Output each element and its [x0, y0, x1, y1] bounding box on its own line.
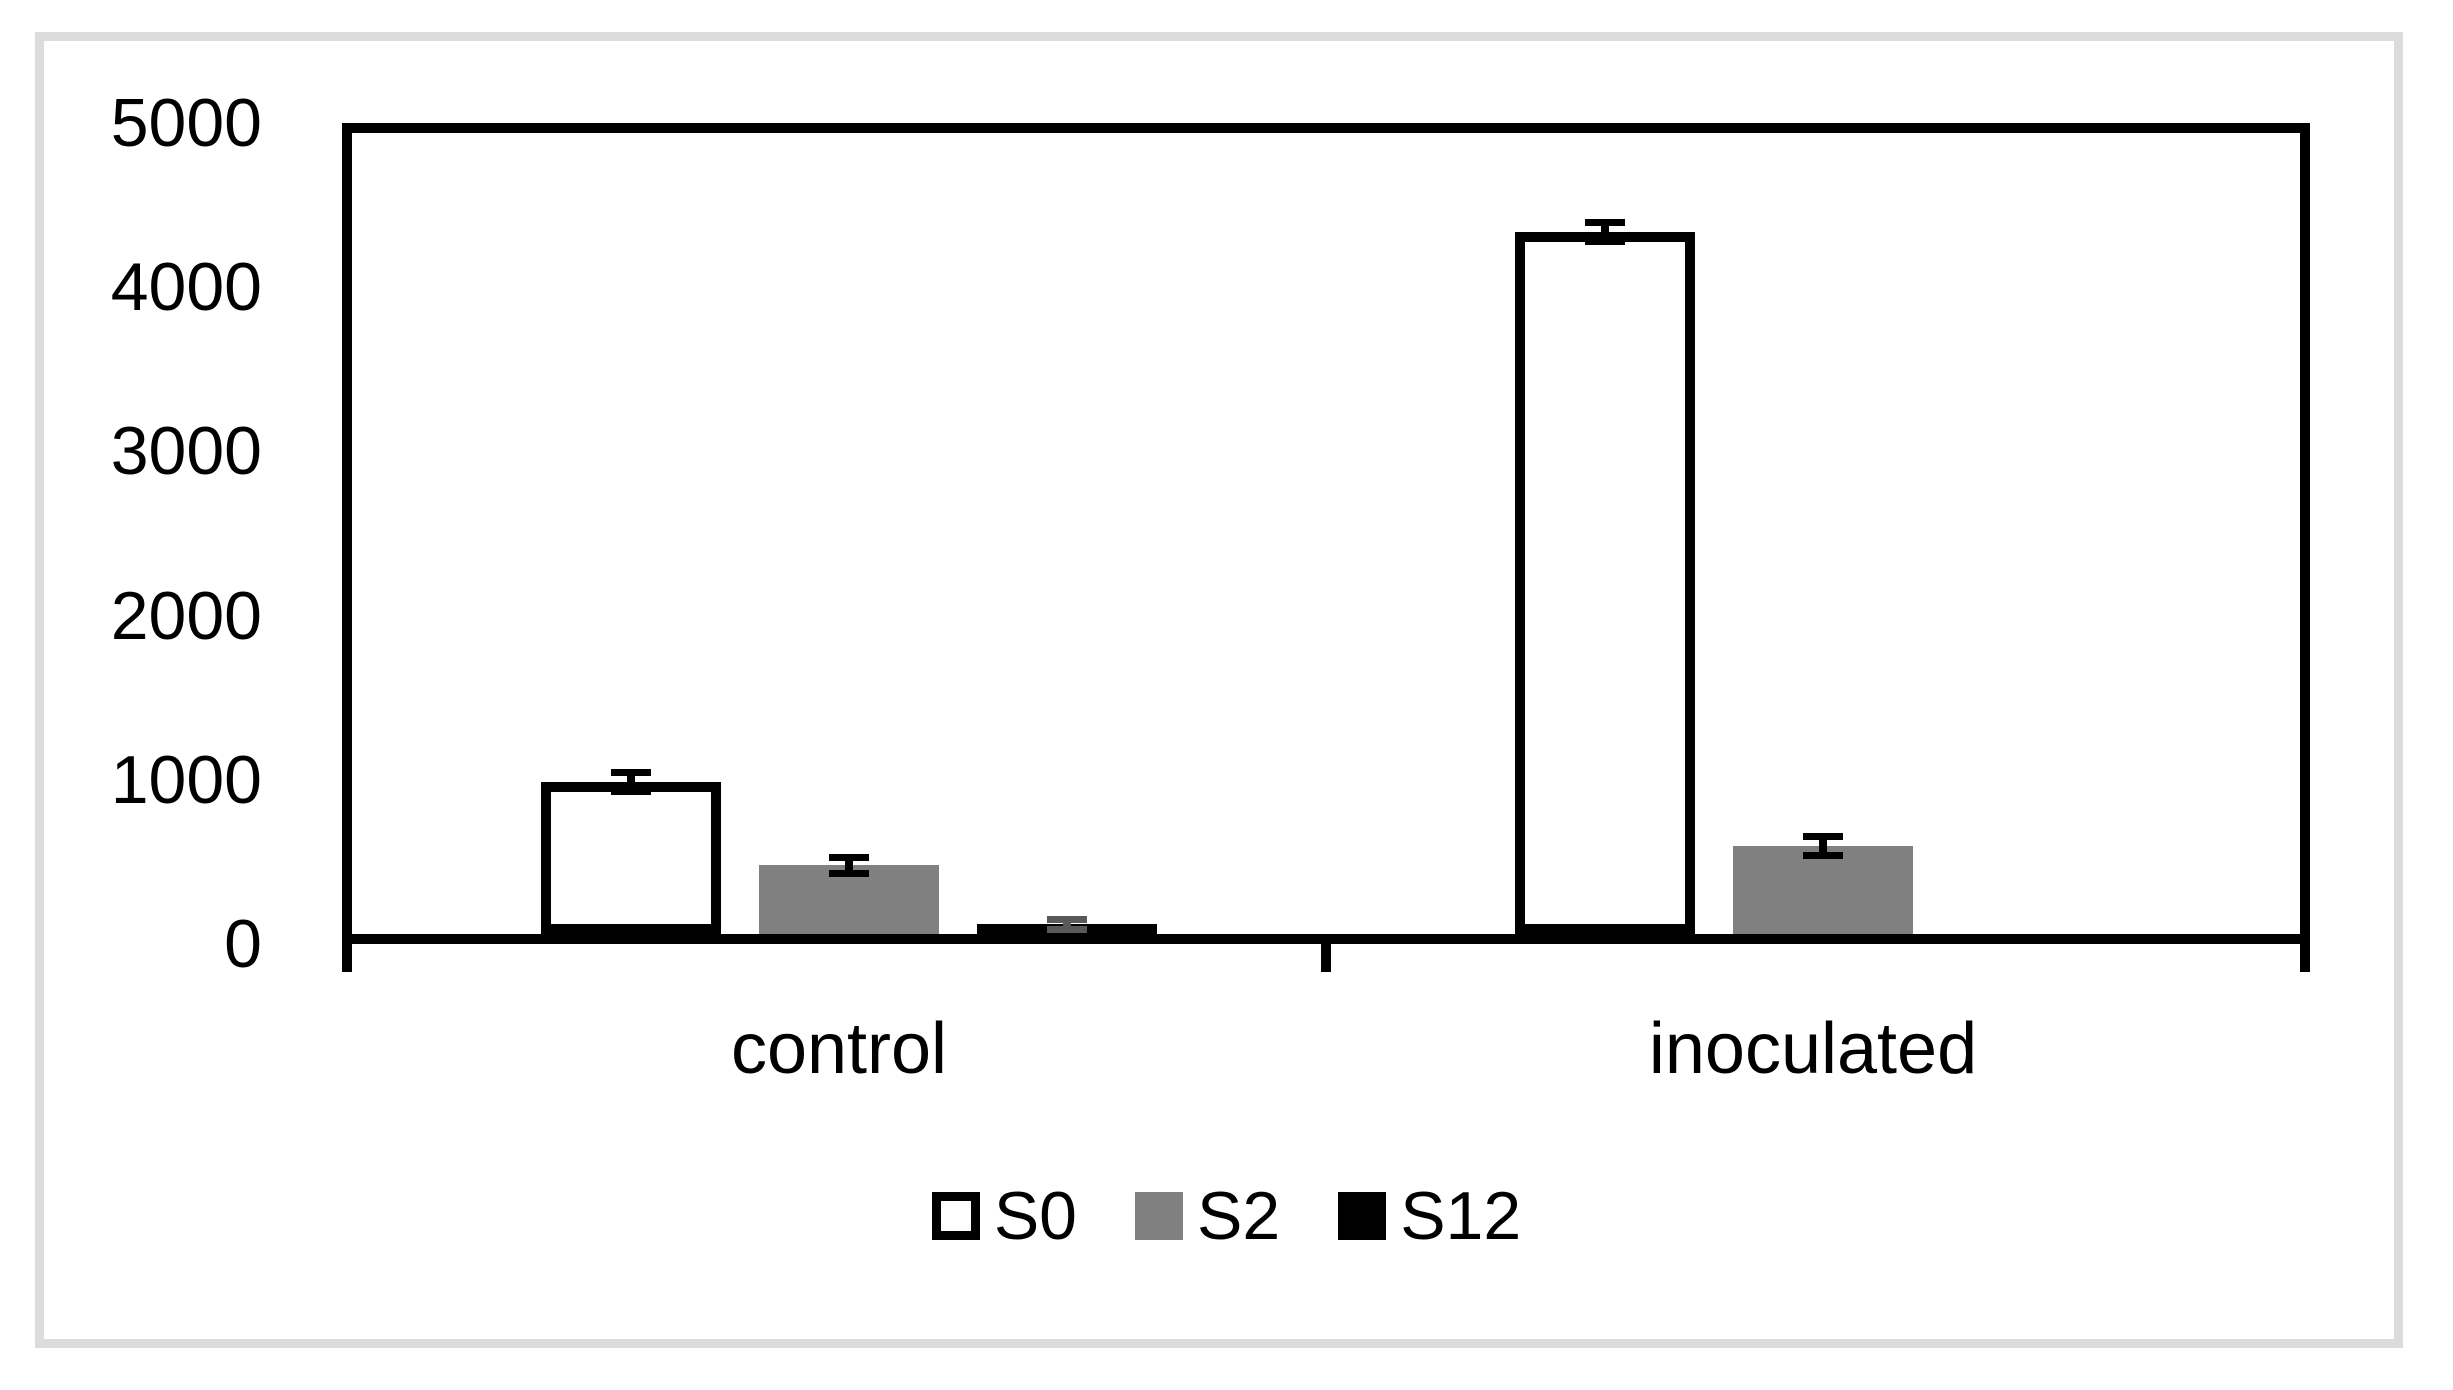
legend-item-S0: S0 — [931, 1178, 1077, 1254]
legend-swatch-S2 — [1135, 1192, 1183, 1240]
error-bar-control-S0 — [611, 768, 651, 795]
legend-label-S0: S0 — [993, 1178, 1077, 1254]
y-tick-label: 2000 — [110, 577, 262, 654]
error-bar-inoculated-S2 — [1803, 832, 1843, 859]
error-bar-inoculated-S0 — [1585, 219, 1625, 246]
legend-swatch-S12 — [1338, 1192, 1387, 1240]
error-bar-control-S2 — [829, 853, 869, 877]
y-tick-label: 0 — [224, 906, 262, 982]
error-bar-stem — [627, 768, 635, 795]
error-bar-stem — [1601, 219, 1609, 246]
error-bar-stem — [1063, 916, 1071, 933]
error-bar-stem — [1819, 832, 1827, 859]
category-label-inoculated: inoculated — [1648, 1009, 1978, 1089]
x-axis-tick — [1321, 940, 1331, 972]
x-axis-tick — [342, 940, 352, 972]
y-tick-label: 4000 — [110, 249, 262, 326]
y-tick-label: 5000 — [110, 85, 262, 161]
plot-area — [342, 123, 2310, 944]
y-tick-label: 1000 — [110, 741, 262, 818]
legend-item-S2: S2 — [1135, 1178, 1281, 1254]
legend-item-S12: S12 — [1338, 1178, 1522, 1254]
legend-label-S12: S12 — [1400, 1178, 1522, 1254]
legend-swatch-S0 — [931, 1192, 980, 1240]
y-tick-label: 3000 — [110, 413, 262, 490]
legend: S0 S2 S12 — [0, 1178, 2453, 1254]
category-label-control: control — [730, 1009, 948, 1089]
error-bar-control-S12 — [1047, 916, 1087, 933]
error-bar-stem — [845, 853, 853, 877]
bar-inoculated-S0 — [1515, 232, 1695, 934]
x-axis-tick — [2300, 940, 2310, 972]
bar-control-S0 — [541, 781, 721, 934]
legend-label-S2: S2 — [1197, 1178, 1281, 1254]
bar-inoculated-S2 — [1733, 845, 1913, 934]
